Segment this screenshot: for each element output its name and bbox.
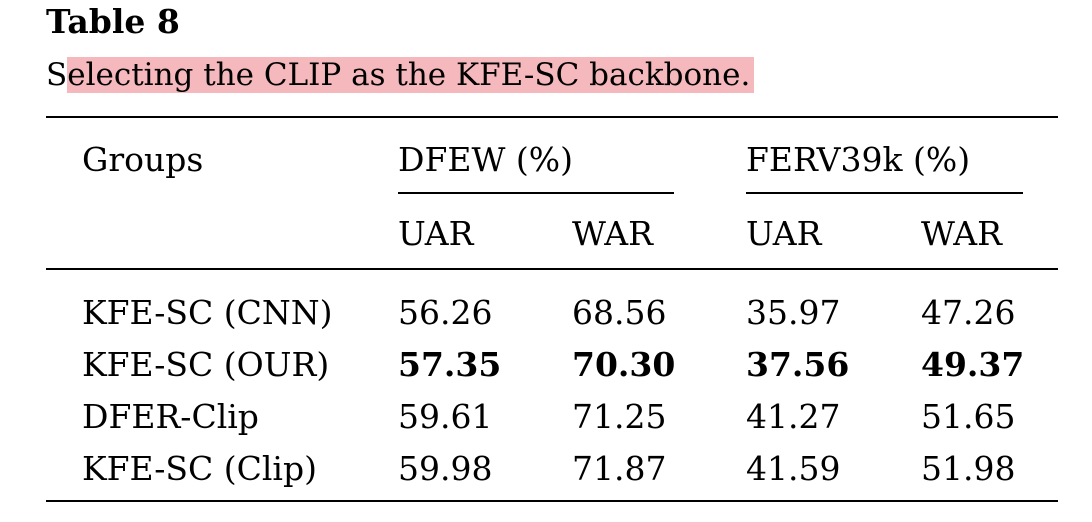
caption-lead: S [46, 57, 68, 93]
cell-ferv39k-war: 49.37 [921, 345, 1025, 384]
cell-dfew-war: 71.25 [572, 397, 667, 436]
header-dfew: DFEW (%) [398, 140, 573, 179]
header-ferv39k-uar: UAR [746, 214, 822, 253]
header-dfew-uar: UAR [398, 214, 474, 253]
table-bottom-rule [46, 500, 1058, 502]
cell-dfew-war: 68.56 [572, 293, 667, 332]
row-group: KFE-SC (Clip) [82, 449, 317, 488]
cell-dfew-uar: 59.98 [398, 449, 493, 488]
header-ferv39k: FERV39k (%) [746, 140, 971, 179]
table-header-rule [46, 268, 1058, 270]
caption-highlight[interactable]: electing the CLIP as the KFE-SC backbone… [67, 57, 755, 93]
table-caption: Selecting the CLIP as the KFE-SC backbon… [46, 56, 755, 94]
cell-ferv39k-uar: 41.59 [746, 449, 841, 488]
row-group: KFE-SC (OUR) [82, 345, 330, 384]
cell-ferv39k-uar: 35.97 [746, 293, 841, 332]
cell-ferv39k-war: 51.98 [921, 449, 1016, 488]
row-group: KFE-SC (CNN) [82, 293, 333, 332]
cell-dfew-uar: 59.61 [398, 397, 493, 436]
row-group: DFER-Clip [82, 397, 259, 436]
cell-dfew-war: 71.87 [572, 449, 667, 488]
cell-dfew-uar: 56.26 [398, 293, 493, 332]
cell-ferv39k-war: 51.65 [921, 397, 1016, 436]
header-ferv39k-war: WAR [921, 214, 1002, 253]
ferv39k-group-rule [746, 192, 1023, 194]
cell-dfew-war: 70.30 [572, 345, 676, 384]
table-top-rule [46, 116, 1058, 118]
header-dfew-war: WAR [572, 214, 653, 253]
cell-ferv39k-uar: 37.56 [746, 345, 850, 384]
cell-dfew-uar: 57.35 [398, 345, 502, 384]
header-groups: Groups [82, 140, 204, 179]
dfew-group-rule [398, 192, 674, 194]
table-label: Table 8 [46, 2, 180, 41]
cell-ferv39k-uar: 41.27 [746, 397, 841, 436]
cell-ferv39k-war: 47.26 [921, 293, 1016, 332]
